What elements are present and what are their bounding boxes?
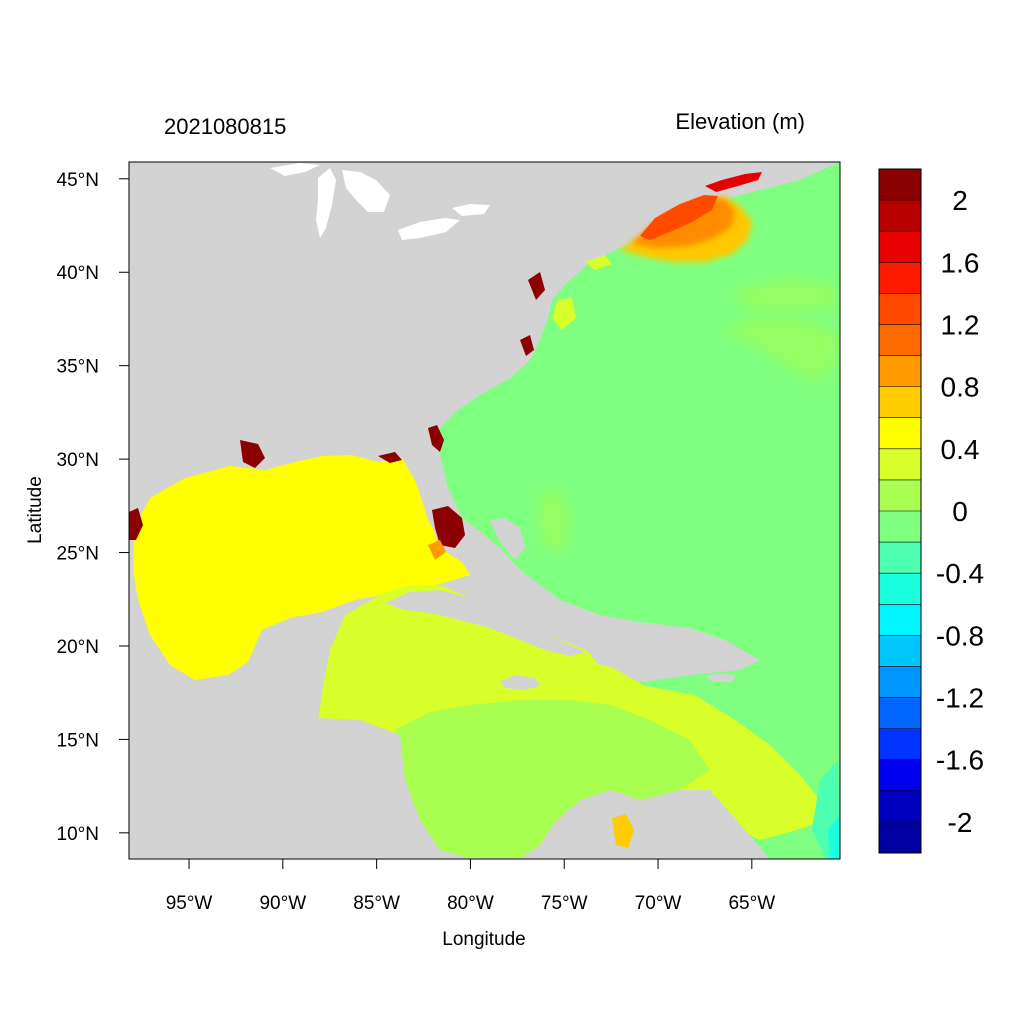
colorbar-label: 1.2: [941, 309, 980, 340]
colorbar-level: [879, 231, 921, 263]
colorbar-label: -0.4: [936, 558, 984, 589]
colorbar-level: [879, 666, 921, 699]
lake-michigan: [316, 168, 336, 238]
x-tick-label: 65°W: [728, 893, 775, 914]
x-tick-label: 75°W: [541, 893, 588, 914]
colorbar-level: [879, 324, 921, 357]
colorbar-level: [879, 386, 921, 419]
x-axis: 95°W 90°W 85°W 80°W 75°W 70°W 65°W: [166, 859, 775, 914]
colorbar-level: [879, 355, 921, 388]
colorbar-level: [879, 697, 921, 730]
colorbar-label: 0.8: [941, 372, 980, 403]
colorbar-level: [879, 511, 921, 543]
puerto-rico-land: [706, 673, 736, 682]
y-tick-label: 35°N: [57, 357, 99, 378]
northeast-surge-region: [620, 172, 762, 262]
colorbar-level: [879, 790, 921, 823]
south-america-land: [520, 790, 770, 859]
caribbean-south-region: [395, 700, 710, 858]
yucatan-land: [240, 612, 340, 718]
x-tick-label: 70°W: [635, 893, 682, 914]
colorbar-level: [879, 604, 921, 636]
colorbar-label: 0: [952, 496, 968, 527]
colorbar-label: -0.8: [936, 620, 984, 651]
y-axis-label: Latitude: [25, 476, 46, 544]
y-tick-label: 15°N: [57, 730, 99, 751]
colorbar-label: -1.2: [936, 683, 984, 714]
y-tick-label: 20°N: [57, 637, 99, 658]
y-tick-label: 25°N: [57, 544, 99, 565]
plot-frame: [128, 161, 841, 860]
colorbar-level: [879, 479, 921, 512]
colorbar-level: [879, 448, 921, 481]
y-axis: 10°N 15°N 20°N 25°N 30°N 35°N 40°N 45°N: [57, 170, 129, 845]
central-america-land: [129, 718, 440, 859]
variable-title: Elevation (m): [675, 109, 805, 134]
lake-erie: [398, 218, 460, 240]
timestamp-title: 2021080815: [164, 114, 286, 139]
colorbar-label: 1.6: [941, 247, 980, 278]
colorbar-level: [879, 200, 921, 232]
x-axis-label: Longitude: [442, 929, 525, 950]
colorbar: 2 1.6 1.2 0.8 0.4 0 -0.4 -0.8 -1.2 -1.6 -2: [878, 168, 984, 854]
colorbar-level: [879, 293, 921, 325]
land-masses: [129, 450, 770, 859]
lake-ontario: [452, 204, 490, 216]
colorbar-label: 0.4: [941, 434, 980, 465]
bahamas-land: [490, 518, 525, 560]
colorbar-label: -1.6: [936, 745, 984, 776]
coastal-flood-regions: [129, 272, 545, 548]
cuba-land: [385, 590, 585, 656]
atlantic-patches: [538, 280, 838, 552]
map-panel: [129, 162, 840, 859]
colorbar-frame: [878, 168, 922, 854]
y-tick-label: 10°N: [57, 824, 99, 845]
hispaniola-land: [590, 648, 680, 672]
y-tick-label: 30°N: [57, 450, 99, 471]
x-tick-label: 90°W: [259, 893, 306, 914]
lake-superior: [270, 163, 320, 176]
colorbar-level: [879, 542, 921, 574]
x-tick-label: 80°W: [447, 893, 494, 914]
colorbar-level: [879, 728, 921, 761]
colorbar-level: [879, 821, 921, 854]
y-tick-label: 45°N: [57, 170, 99, 191]
colorbar-level: [879, 635, 921, 667]
colorbar-level: [879, 759, 921, 792]
colorbar-level: [879, 573, 921, 605]
colorbar-level: [879, 169, 921, 201]
local-anomaly-patches: [428, 255, 634, 848]
colorbar-label: -2: [948, 807, 973, 838]
colorbar-level: [879, 417, 921, 450]
x-tick-label: 85°W: [353, 893, 400, 914]
colorbar-label: 2: [952, 185, 968, 216]
jamaica-land: [500, 675, 540, 690]
colorbar-level: [879, 262, 921, 294]
gulf-of-mexico-region: [133, 455, 470, 680]
x-tick-label: 95°W: [166, 893, 213, 914]
lake-huron: [342, 170, 390, 212]
y-tick-label: 40°N: [57, 263, 99, 284]
great-lakes: [270, 163, 490, 240]
